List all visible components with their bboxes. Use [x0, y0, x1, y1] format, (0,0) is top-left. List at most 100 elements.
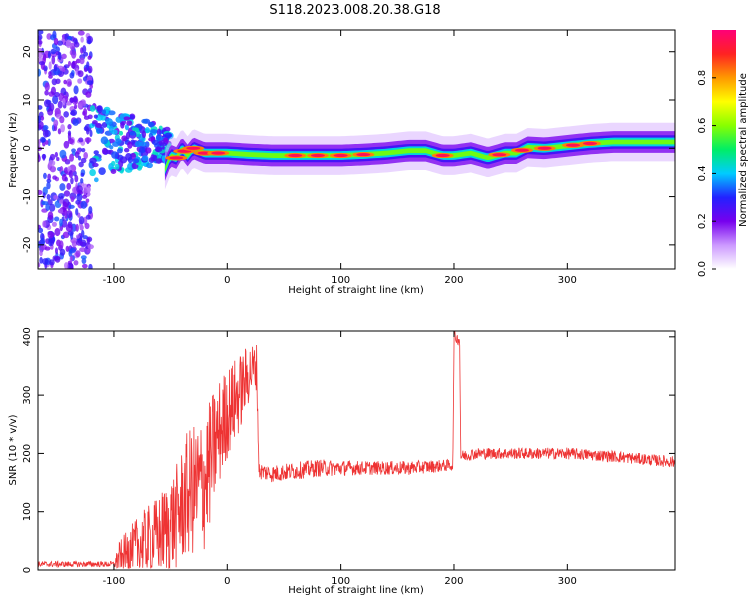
- ridge-peak-core: [435, 153, 450, 158]
- speckle: [63, 79, 68, 85]
- transition-blob: [92, 120, 98, 125]
- speckle: [86, 127, 90, 135]
- spectrogram-x-tick-label: 200: [444, 275, 463, 286]
- speckle: [78, 216, 85, 225]
- speckle: [89, 84, 93, 89]
- speckle: [71, 148, 76, 153]
- speckle: [78, 137, 84, 143]
- speckle: [48, 61, 52, 70]
- speckle: [80, 36, 84, 43]
- speckle: [89, 129, 93, 138]
- speckle: [54, 227, 61, 237]
- spectrogram-y-tick-label: 0: [22, 145, 33, 151]
- speckle: [73, 85, 79, 95]
- speckle: [69, 263, 74, 269]
- spectrogram-heatmap: [38, 30, 675, 269]
- colorbar-gradient: [712, 30, 736, 269]
- transition-blob: [96, 105, 103, 114]
- transition-blob: [145, 147, 152, 154]
- speckle: [63, 190, 71, 197]
- speckle: [65, 39, 72, 48]
- speckle: [47, 231, 54, 239]
- spectrogram-y-tick-label: 20: [22, 45, 33, 58]
- transition-blob: [89, 105, 96, 112]
- speckle: [38, 40, 43, 45]
- ridge-peak-core: [356, 152, 371, 157]
- snr-y-tick-label: 100: [22, 502, 33, 521]
- speckle: [43, 99, 51, 108]
- speckle: [62, 98, 66, 106]
- speckle: [77, 78, 83, 84]
- speckle: [38, 154, 41, 163]
- speckle: [64, 177, 68, 182]
- snr-ticks: -100 0 100 200 300 0 100 200 300 400: [22, 327, 675, 587]
- speckle: [65, 245, 70, 252]
- transition-blob: [164, 132, 173, 139]
- speckle: [45, 140, 49, 145]
- transition-blob: [100, 136, 109, 145]
- speckle: [59, 115, 65, 124]
- speckle: [62, 231, 70, 239]
- transition-blob: [108, 125, 114, 133]
- speckle: [76, 193, 83, 202]
- speckle: [52, 175, 57, 180]
- transition-blob: [118, 130, 124, 136]
- speckle: [88, 65, 93, 74]
- speckle: [76, 185, 84, 194]
- speckle: [80, 255, 87, 260]
- snr-panel: -100 0 100 200 300 0 100 200 300 400 Height of st…: [8, 327, 676, 596]
- speckle: [67, 35, 73, 41]
- speckle: [80, 178, 84, 184]
- transition-blob: [123, 147, 130, 153]
- speckle: [77, 70, 81, 75]
- transition-blob: [121, 135, 128, 142]
- ridge-peak-core: [514, 148, 529, 152]
- speckle: [69, 72, 75, 79]
- transition-blob: [100, 115, 106, 121]
- spectrogram-y-axis-label: Frequency (Hz): [8, 112, 19, 188]
- speckle: [42, 153, 46, 161]
- transition-blob: [127, 141, 133, 149]
- speckle: [61, 216, 65, 221]
- colorbar-label: Normalized spectral amplitude: [738, 73, 749, 227]
- speckle: [57, 51, 61, 60]
- transition-blob: [111, 151, 119, 159]
- speckle: [77, 30, 85, 36]
- snr-y-axis-label: SNR (10 * v/v): [8, 414, 19, 485]
- ridge-peak-core: [211, 151, 226, 155]
- speckle: [43, 172, 47, 180]
- colorbar-tick-label: 0.2: [697, 213, 708, 229]
- colorbar-tick-label: 0.6: [697, 118, 708, 134]
- speckle: [65, 223, 73, 233]
- snr-y-tick-label: 400: [22, 327, 33, 346]
- transition-blob: [156, 134, 162, 142]
- speckle: [67, 138, 74, 145]
- transition-blob: [105, 149, 112, 155]
- spectrogram-x-tick-label: 300: [558, 275, 577, 286]
- speckle: [51, 221, 57, 227]
- speckle: [80, 100, 87, 107]
- speckle: [38, 47, 42, 53]
- transition-blob: [125, 131, 131, 140]
- transition-blob: [105, 118, 113, 126]
- speckle: [55, 78, 61, 85]
- speckle: [77, 155, 82, 161]
- ridge-peak-core: [565, 143, 580, 147]
- speckle: [38, 115, 42, 124]
- transition-blob: [107, 110, 116, 116]
- speckle: [86, 80, 94, 86]
- transition-blob: [141, 155, 149, 162]
- transition-blob: [152, 154, 158, 162]
- speckle: [87, 185, 91, 193]
- transition-blob: [92, 162, 99, 168]
- speckle: [38, 189, 43, 196]
- speckle: [82, 108, 88, 117]
- speckle: [71, 240, 78, 248]
- transition-blob: [131, 127, 139, 132]
- snr-x-tick-label: 200: [444, 576, 463, 587]
- speckle: [49, 103, 55, 112]
- speckle: [63, 140, 70, 149]
- transition-blob: [123, 116, 131, 121]
- speckle: [47, 173, 52, 181]
